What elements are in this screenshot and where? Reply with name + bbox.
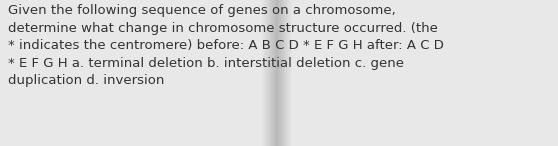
Bar <box>268 0 270 146</box>
Bar <box>276 0 278 146</box>
Bar <box>282 0 284 146</box>
Bar <box>270 0 272 146</box>
Bar <box>262 0 264 146</box>
Bar <box>290 0 291 146</box>
Bar <box>267 0 268 146</box>
Bar <box>264 0 266 146</box>
Bar <box>287 0 288 146</box>
Bar <box>284 0 285 146</box>
Text: Given the following sequence of genes on a chromosome,
determine what change in : Given the following sequence of genes on… <box>8 4 444 87</box>
Bar <box>273 0 275 146</box>
Bar <box>285 0 287 146</box>
Bar <box>278 0 279 146</box>
Bar <box>272 0 273 146</box>
Bar <box>288 0 290 146</box>
Bar <box>281 0 282 146</box>
Bar <box>261 0 262 146</box>
Bar <box>275 0 276 146</box>
Bar <box>266 0 267 146</box>
Bar <box>279 0 281 146</box>
